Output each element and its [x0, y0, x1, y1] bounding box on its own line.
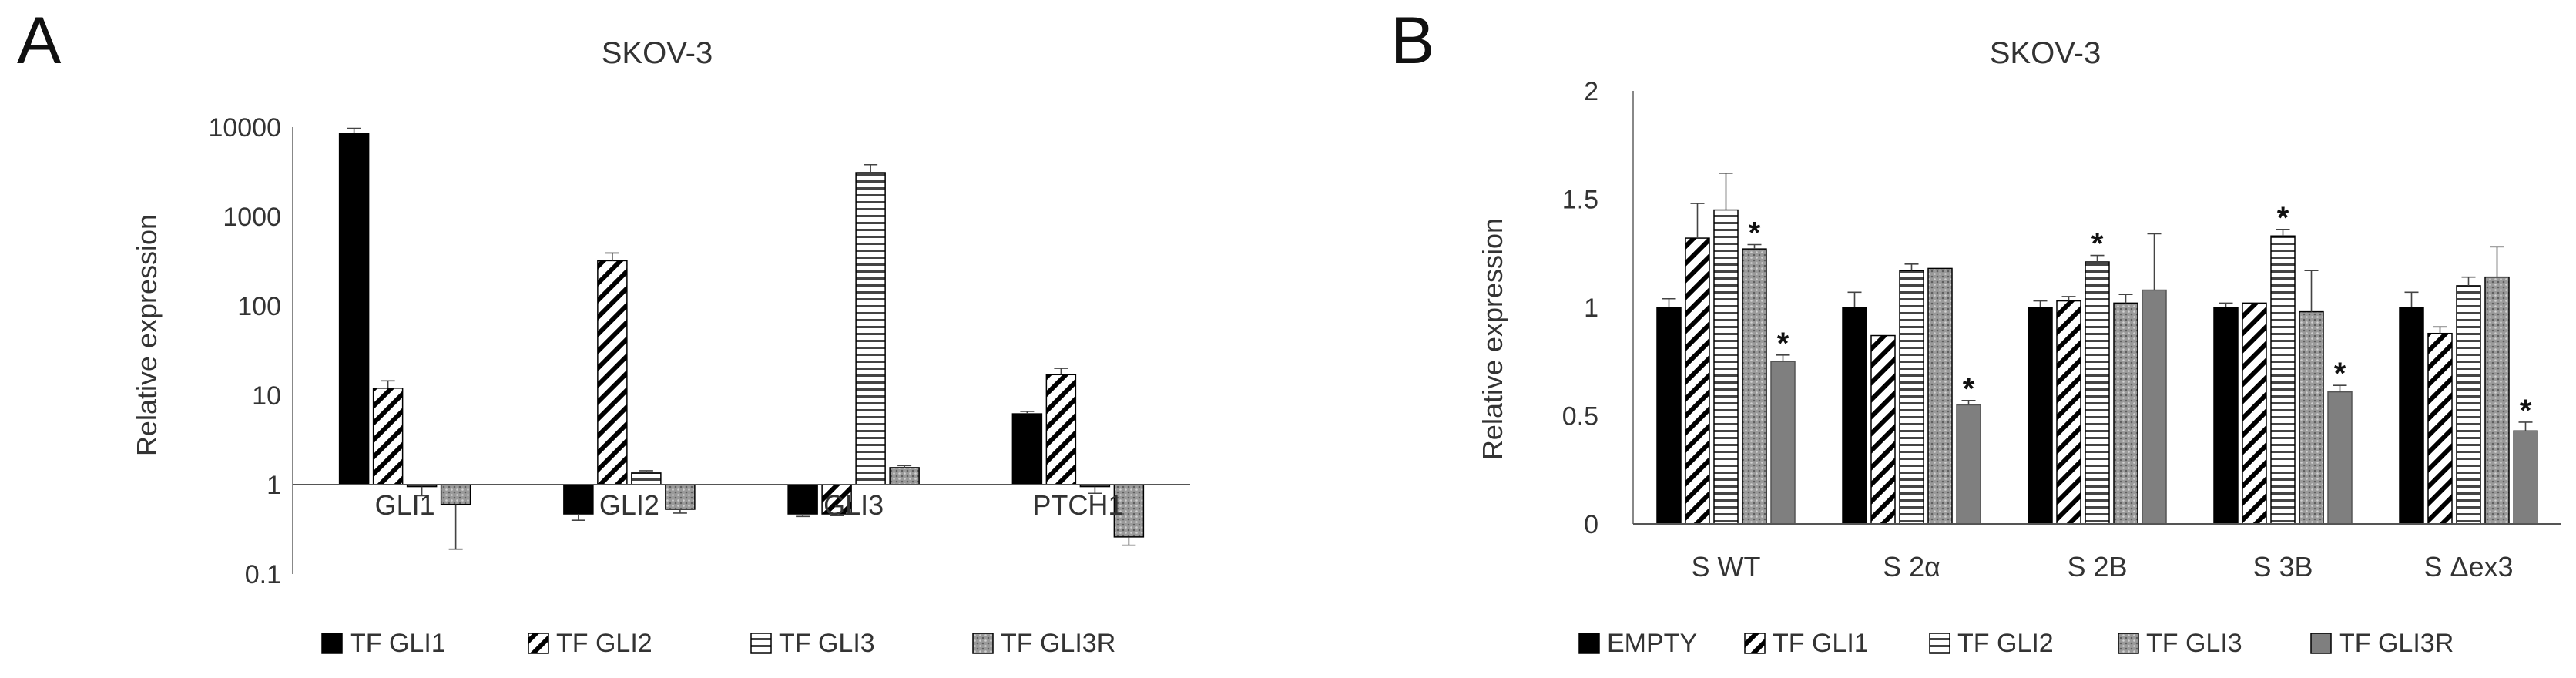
panel-b-plot: 0 0.5 1 1.5 2 * * * * * * * S WT S 2α S 2B S 3B S Δex3 — [1562, 77, 2561, 582]
bar — [631, 472, 662, 485]
y-tick-label: 0.1 — [245, 560, 281, 589]
bar — [821, 484, 852, 515]
panel-b: B SKOV-3 Relative expression 0 0.5 1 1.5 2 * *… — [1390, 4, 2561, 658]
bar — [1685, 237, 1710, 525]
bar — [1842, 307, 1867, 525]
bar — [2456, 285, 2481, 525]
bar — [889, 467, 920, 485]
bar — [1742, 248, 1767, 525]
legend-swatch — [972, 633, 994, 654]
x-category-label: S Δex3 — [2423, 551, 2513, 582]
bar — [2213, 307, 2239, 525]
legend-swatch — [2310, 633, 2332, 654]
y-tick-label: 0.5 — [1562, 402, 1598, 431]
panel-a-legend: TF GLI1 TF GLI2 TF GLI3 TF GLI3R — [321, 629, 1115, 658]
x-category-label: GLI1 — [375, 489, 435, 521]
y-tick-label: 1 — [1584, 294, 1598, 323]
panel-a: A SKOV-3 Relative expression 0.1 1 10 100 10… — [17, 4, 1190, 658]
legend-label: TF GLI1 — [1773, 629, 1869, 658]
bar — [1113, 484, 1145, 538]
bar — [787, 484, 818, 515]
legend-label: TF GLI2 — [1957, 629, 2054, 658]
bar — [1870, 334, 1896, 525]
bar — [2484, 276, 2510, 525]
significance-marker: * — [1749, 216, 1761, 250]
panel-b-letter: B — [1390, 4, 1434, 78]
significance-marker: * — [1777, 327, 1789, 361]
bar — [372, 388, 404, 485]
panel-a-ylabel: Relative expression — [131, 214, 163, 456]
bar — [338, 133, 370, 485]
significance-marker: * — [1963, 372, 1975, 406]
bar — [2085, 261, 2110, 525]
legend-label: EMPTY — [1607, 629, 1697, 658]
legend-swatch — [750, 633, 772, 654]
bar — [2113, 302, 2138, 525]
bar — [2242, 302, 2267, 525]
bar — [2028, 307, 2053, 525]
legend-swatch — [1744, 633, 1766, 654]
y-tick-label: 10000 — [208, 113, 281, 143]
bar — [665, 484, 696, 510]
y-tick-label: 100 — [237, 292, 281, 321]
bar — [1045, 374, 1077, 485]
legend-swatch — [321, 633, 343, 654]
x-category-label: S WT — [1692, 551, 1761, 582]
significance-marker: * — [2520, 394, 2532, 428]
legend-swatch — [1929, 633, 1950, 654]
significance-marker: * — [2334, 357, 2346, 391]
bar — [2142, 289, 2167, 525]
y-tick-label: 10 — [252, 381, 281, 411]
panel-a-title: SKOV-3 — [602, 36, 713, 70]
significance-marker: * — [2277, 201, 2289, 235]
legend-label: TF GLI3 — [779, 629, 875, 658]
panel-b-title: SKOV-3 — [1990, 36, 2101, 70]
x-category-label: GLI2 — [599, 489, 659, 521]
y-tick-label: 1 — [267, 471, 281, 500]
x-category-label: GLI3 — [823, 489, 884, 521]
y-tick-label: 2 — [1584, 77, 1598, 106]
bar — [2327, 391, 2353, 525]
bar — [2056, 300, 2081, 525]
x-category-label: S 2B — [2067, 551, 2127, 582]
panel-a-letter: A — [17, 4, 62, 78]
bar — [1713, 209, 1739, 525]
legend-label: TF GLI3 — [2146, 629, 2242, 658]
bar — [2299, 310, 2324, 525]
legend-label: TF GLI3R — [2339, 629, 2454, 658]
panel-a-plot: 0.1 1 10 100 1000 10000 GLI1 GLI2 GLI3 PTCH1 — [208, 113, 1190, 589]
bar — [2513, 430, 2538, 525]
bar — [1011, 413, 1043, 485]
legend-swatch — [528, 633, 549, 654]
y-tick-label: 0 — [1584, 510, 1598, 539]
legend-swatch — [2118, 633, 2139, 654]
bar — [2399, 307, 2424, 525]
legend-label: TF GLI3R — [1001, 629, 1115, 658]
bar — [597, 260, 628, 485]
bar — [1956, 404, 1981, 525]
legend-label: TF GLI1 — [350, 629, 446, 658]
bar — [1770, 361, 1796, 525]
bar — [1899, 270, 1924, 525]
legend-swatch — [1578, 633, 1600, 654]
significance-marker: * — [2091, 227, 2104, 261]
bar — [440, 484, 471, 505]
x-category-label: PTCH1 — [1032, 489, 1123, 521]
y-tick-label: 1.5 — [1562, 186, 1598, 215]
bar — [563, 484, 594, 515]
bar — [2270, 235, 2296, 525]
panel-b-ylabel: Relative expression — [1477, 218, 1508, 460]
bar — [1927, 267, 1953, 525]
bar — [1656, 307, 1682, 525]
legend-label: TF GLI2 — [556, 629, 652, 658]
x-category-label: S 2α — [1883, 551, 1940, 582]
x-category-label: S 3B — [2252, 551, 2313, 582]
y-tick-label: 1000 — [223, 203, 281, 232]
bar — [855, 172, 886, 485]
panel-b-legend: EMPTY TF GLI1 TF GLI2 TF GLI3 TF GLI3R — [1578, 629, 2454, 658]
bar — [2427, 332, 2453, 525]
